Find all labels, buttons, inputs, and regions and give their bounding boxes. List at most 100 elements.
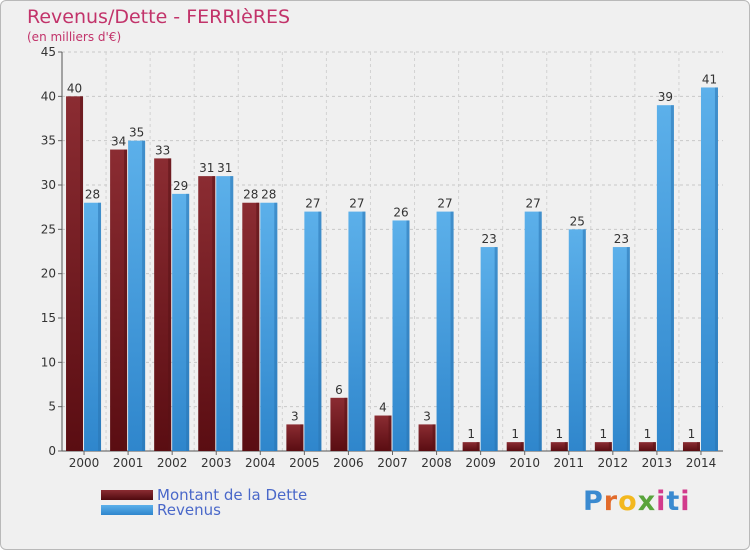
bar-revenus-2013	[656, 105, 674, 451]
bar-dette-2007	[374, 415, 392, 451]
x-tick-label-2005: 2005	[289, 456, 320, 470]
data-label-revenus-2005: 27	[305, 197, 320, 211]
bar-dette-2011	[550, 442, 568, 451]
chart-subtitle: (en milliers d'€)	[27, 30, 122, 44]
bar-revenus-2008	[436, 211, 454, 451]
bar-dette-2012	[594, 442, 612, 451]
bar-shade-dette-2005	[300, 424, 304, 451]
x-tick-label-2003: 2003	[201, 456, 232, 470]
data-label-revenus-2006: 27	[349, 197, 364, 211]
bar-shade-dette-2000	[80, 96, 84, 451]
legend-label-dette: Montant de la Dette	[157, 486, 308, 504]
data-label-dette-2009: 1	[467, 427, 475, 441]
bar-shade-revenus-2011	[582, 229, 586, 451]
legend-swatch-revenus	[101, 505, 153, 515]
y-tick-label-5: 5	[48, 400, 56, 414]
bar-shade-revenus-2006	[362, 211, 366, 451]
data-label-dette-2000: 40	[67, 81, 82, 95]
data-label-dette-2003: 31	[199, 161, 214, 175]
proxiti-logo: Proxiti	[583, 486, 691, 517]
bar-shade-dette-2011	[564, 442, 568, 451]
x-tick-label-2004: 2004	[245, 456, 276, 470]
data-label-revenus-2008: 27	[437, 197, 452, 211]
data-label-revenus-2009: 23	[481, 232, 496, 246]
bar-dette-2006	[330, 397, 348, 451]
bar-shade-revenus-2012	[626, 247, 630, 451]
y-tick-label-30: 30	[41, 178, 56, 192]
bar-revenus-2000	[84, 202, 102, 451]
x-tick-label-2007: 2007	[377, 456, 408, 470]
bar-shade-dette-2007	[388, 415, 392, 451]
bar-shade-revenus-2010	[538, 211, 542, 451]
data-label-revenus-2002: 29	[173, 179, 188, 193]
y-tick-label-45: 45	[41, 45, 56, 59]
bar-dette-2014	[682, 442, 700, 451]
bar-shade-revenus-2013	[670, 105, 674, 451]
bar-dette-2000	[66, 96, 84, 451]
bar-shade-revenus-2007	[406, 220, 410, 451]
x-tick-label-2008: 2008	[421, 456, 452, 470]
y-tick-label-0: 0	[48, 444, 56, 458]
data-label-dette-2012: 1	[600, 427, 608, 441]
data-label-revenus-2004: 28	[261, 188, 276, 202]
data-label-dette-2002: 33	[155, 143, 170, 157]
bar-dette-2008	[418, 424, 436, 451]
bar-shade-dette-2012	[608, 442, 612, 451]
bar-dette-2004	[242, 202, 260, 451]
bar-dette-2002	[154, 158, 172, 451]
bar-shade-revenus-2008	[450, 211, 454, 451]
bar-dette-2009	[462, 442, 480, 451]
data-label-dette-2014: 1	[688, 427, 696, 441]
bar-dette-2013	[638, 442, 656, 451]
data-label-revenus-2001: 35	[129, 126, 144, 140]
y-tick-label-15: 15	[41, 311, 56, 325]
data-label-revenus-2007: 26	[393, 205, 408, 219]
bar-revenus-2014	[700, 87, 718, 451]
data-label-dette-2011: 1	[555, 427, 563, 441]
x-tick-label-2013: 2013	[642, 456, 673, 470]
data-label-dette-2004: 28	[243, 188, 258, 202]
bar-revenus-2010	[524, 211, 542, 451]
legend-swatch-dette	[101, 490, 153, 500]
data-label-revenus-2011: 25	[570, 214, 585, 228]
x-tick-label-2006: 2006	[333, 456, 364, 470]
bar-dette-2005	[286, 424, 304, 451]
x-tick-label-2001: 2001	[113, 456, 144, 470]
data-label-dette-2007: 4	[379, 401, 387, 415]
bar-revenus-2006	[348, 211, 366, 451]
y-tick-label-10: 10	[41, 355, 56, 369]
bar-shade-dette-2009	[476, 442, 480, 451]
bar-revenus-2012	[612, 247, 630, 451]
bar-revenus-2004	[260, 202, 278, 451]
bar-revenus-2007	[392, 220, 410, 451]
legend-label-revenus: Revenus	[157, 501, 221, 519]
data-label-revenus-2014: 41	[702, 72, 717, 86]
x-tick-label-2012: 2012	[598, 456, 629, 470]
data-label-revenus-2013: 39	[658, 90, 673, 104]
data-label-revenus-2010: 27	[526, 197, 541, 211]
bar-shade-dette-2001	[124, 149, 128, 452]
x-tick-label-2009: 2009	[465, 456, 496, 470]
data-label-dette-2001: 34	[111, 135, 126, 149]
data-label-dette-2006: 6	[335, 383, 343, 397]
bar-shade-revenus-2001	[142, 140, 146, 451]
x-tick-label-2000: 2000	[69, 456, 100, 470]
chart-title: Revenus/Dette - FERRIèRES	[27, 6, 291, 28]
data-label-dette-2008: 3	[423, 409, 431, 423]
bar-shade-dette-2006	[344, 397, 348, 451]
y-tick-label-35: 35	[41, 134, 56, 148]
bar-shade-revenus-2000	[98, 202, 102, 451]
data-label-dette-2005: 3	[291, 409, 299, 423]
y-tick-label-20: 20	[41, 267, 56, 281]
bar-shade-revenus-2003	[230, 176, 234, 451]
bar-dette-2003	[198, 176, 216, 451]
bar-shade-revenus-2004	[274, 202, 278, 451]
bar-shade-dette-2013	[652, 442, 656, 451]
bar-shade-revenus-2002	[186, 193, 190, 451]
bar-revenus-2002	[172, 193, 190, 451]
y-tick-label-40: 40	[41, 89, 56, 103]
bar-revenus-2005	[304, 211, 322, 451]
data-label-revenus-2012: 23	[614, 232, 629, 246]
